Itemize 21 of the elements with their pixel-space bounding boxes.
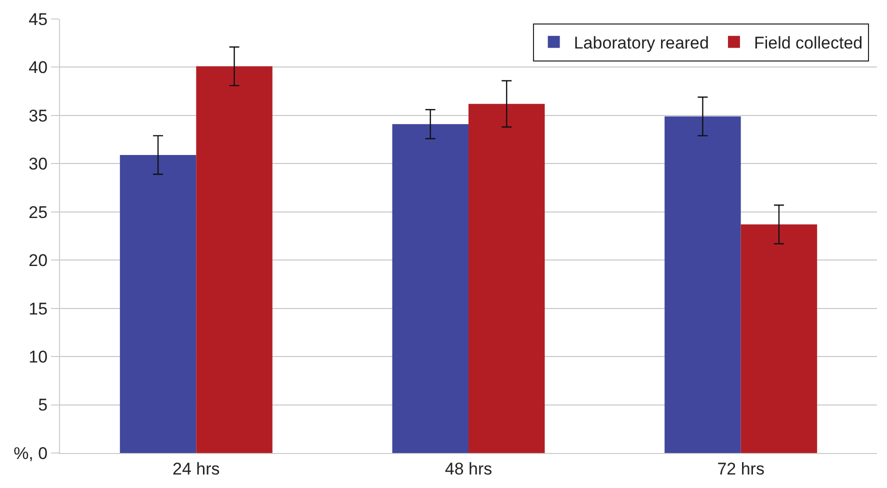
bar [392,124,468,453]
x-tick-label: 72 hrs [717,459,764,478]
legend-label: Field collected [754,34,863,53]
legend-label: Laboratory reared [574,34,709,53]
y-tick-label: %, 0 [14,444,48,463]
y-tick-label: 35 [28,106,48,126]
y-tick-label: 5 [38,396,48,415]
y-tick-label: 40 [28,58,48,78]
bar [664,116,741,453]
y-tick-label: 45 [28,10,48,29]
x-tick-label: 48 hrs [444,459,492,478]
bar [740,224,818,453]
y-tick-label: 25 [28,202,48,222]
y-tick-label: 15 [28,299,48,318]
y-tick-label: 30 [28,154,48,174]
y-tick-label: 10 [28,348,48,367]
bar [196,66,272,453]
y-tick-label: 20 [28,251,48,270]
bar [468,104,545,453]
x-tick-label: 24 hrs [172,459,220,478]
bar [120,154,196,453]
